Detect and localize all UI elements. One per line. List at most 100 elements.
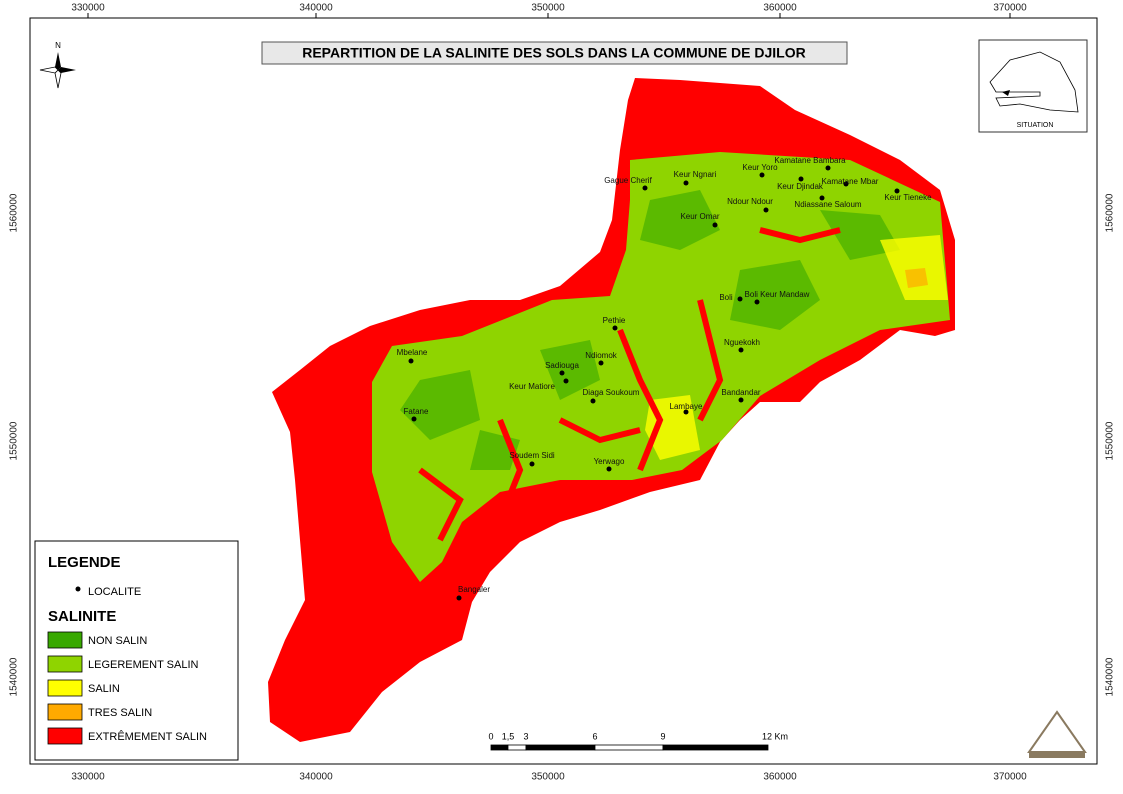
locality-point (563, 378, 569, 384)
locality-point (759, 172, 765, 178)
locality-point (843, 181, 849, 187)
locality-label: Gague Cherif (604, 176, 652, 185)
zone-saline (880, 235, 948, 300)
scale-label: 1,5 (502, 731, 515, 741)
legend-swatch (47, 631, 83, 649)
locality-label: Yerwago (594, 457, 625, 466)
legend-label: EXTRÊMEMENT SALIN (88, 730, 207, 743)
y-tick-label: 1550000 (9, 421, 20, 460)
x-tick-label: 330000 (71, 772, 105, 783)
north-label: N (55, 41, 61, 50)
legend-label: NON SALIN (88, 635, 147, 647)
locality-label: Keur Matiore (509, 382, 555, 391)
scale-bar: 0 1,5 3 6 9 12 Km (488, 731, 788, 751)
x-tick-label: 340000 (299, 772, 333, 783)
terrain (268, 78, 955, 742)
locality-point (738, 347, 744, 353)
locality-point (683, 180, 689, 186)
scale-label: 9 (660, 731, 665, 741)
locality-label: Keur Ngnari (674, 170, 717, 179)
zone-non-saline (540, 340, 600, 400)
locality-label: Kamatane Mbar (822, 177, 879, 186)
locality-point (612, 325, 618, 331)
zone-non-saline (640, 190, 720, 250)
x-tick-label: 360000 (763, 772, 797, 783)
locality-label: Diaga Soukoum (583, 388, 640, 397)
legend-swatch (47, 655, 83, 673)
y-tick-label: 1540000 (1105, 657, 1116, 696)
locality-point (754, 299, 760, 305)
scale-label: 0 (488, 731, 493, 741)
locality-label: Bandandar (721, 388, 760, 397)
scale-segment (594, 744, 664, 751)
channel (558, 417, 641, 444)
x-tick-label: 370000 (993, 3, 1027, 14)
x-tick-label: 370000 (993, 772, 1027, 783)
locality-label: Soudem Sidi (509, 451, 555, 460)
locality-label: Ndiomok (585, 351, 618, 360)
zone-non-saline (400, 370, 480, 440)
locality-label: Boli (719, 293, 733, 302)
legend-swatch (47, 703, 83, 721)
locality-label: Boli Keur Mandaw (745, 290, 810, 299)
locality-label: Mbelane (397, 348, 428, 357)
legend-point-label: LOCALITE (88, 586, 141, 598)
map-title: REPARTITION DE LA SALINITE DES SOLS DANS… (302, 45, 806, 61)
scale-segment (490, 744, 509, 751)
locality-label: Fatane (404, 407, 429, 416)
scale-label: 12 Km (762, 731, 788, 741)
locality-point (598, 360, 604, 366)
y-tick-label: 1550000 (1105, 421, 1116, 460)
locality-point (529, 461, 535, 467)
x-tick-label: 330000 (71, 3, 105, 14)
legend-box (34, 540, 239, 761)
locality-point (712, 222, 718, 228)
legend-label: LEGEREMENT SALIN (88, 659, 198, 671)
scale-label: 3 (523, 731, 528, 741)
locality-label: Ndiassane Saloum (794, 200, 861, 209)
channel (697, 299, 724, 422)
locality-point (683, 409, 689, 415)
channel (418, 467, 464, 542)
locality-point (825, 165, 831, 171)
locality-point (894, 188, 900, 194)
locality-label: Pethie (603, 316, 626, 325)
logo (1027, 710, 1087, 758)
scale-segment (525, 744, 596, 751)
locality-label: Lambaye (670, 402, 703, 411)
legend-section: SALINITE (48, 608, 116, 625)
x-tick-label: 360000 (763, 3, 797, 14)
locality-point (798, 176, 804, 182)
legend-title: LEGENDE (48, 554, 121, 571)
locality-point (819, 195, 825, 201)
zone-non-saline (820, 210, 900, 260)
north-arrow: N (39, 41, 76, 89)
locality-label: Keur Yoro (742, 163, 778, 172)
locality-point (408, 358, 414, 364)
scale-segment (507, 744, 527, 751)
scale-segment (662, 744, 769, 751)
x-tick-label: 340000 (299, 3, 333, 14)
locality-point (738, 397, 744, 403)
inset-label: SITUATION (1017, 122, 1054, 129)
locality-label: Sadiouga (545, 361, 579, 370)
locality-point (737, 296, 743, 302)
channel (497, 418, 524, 522)
inset: SITUATION (978, 39, 1088, 133)
locality-label: Keur Tieneke (884, 193, 932, 202)
scale-label: 6 (592, 731, 597, 741)
legend-label: SALIN (88, 683, 120, 695)
y-tick-label: 1560000 (1105, 193, 1116, 232)
legend-classes: NON SALIN LEGEREMENT SALIN SALIN TRES SALIN… (47, 631, 207, 745)
locality-label: Nguekokh (724, 338, 760, 347)
zone-non-saline (730, 260, 820, 330)
locality-point (642, 185, 648, 191)
locality-label: Kamatane Bambara (774, 156, 846, 165)
locality-point (559, 370, 565, 376)
zone-very-saline (905, 268, 928, 288)
x-tick-label: 350000 (531, 3, 565, 14)
locality-point (456, 595, 462, 601)
legend-swatch (47, 679, 83, 697)
locality-point (590, 398, 596, 404)
